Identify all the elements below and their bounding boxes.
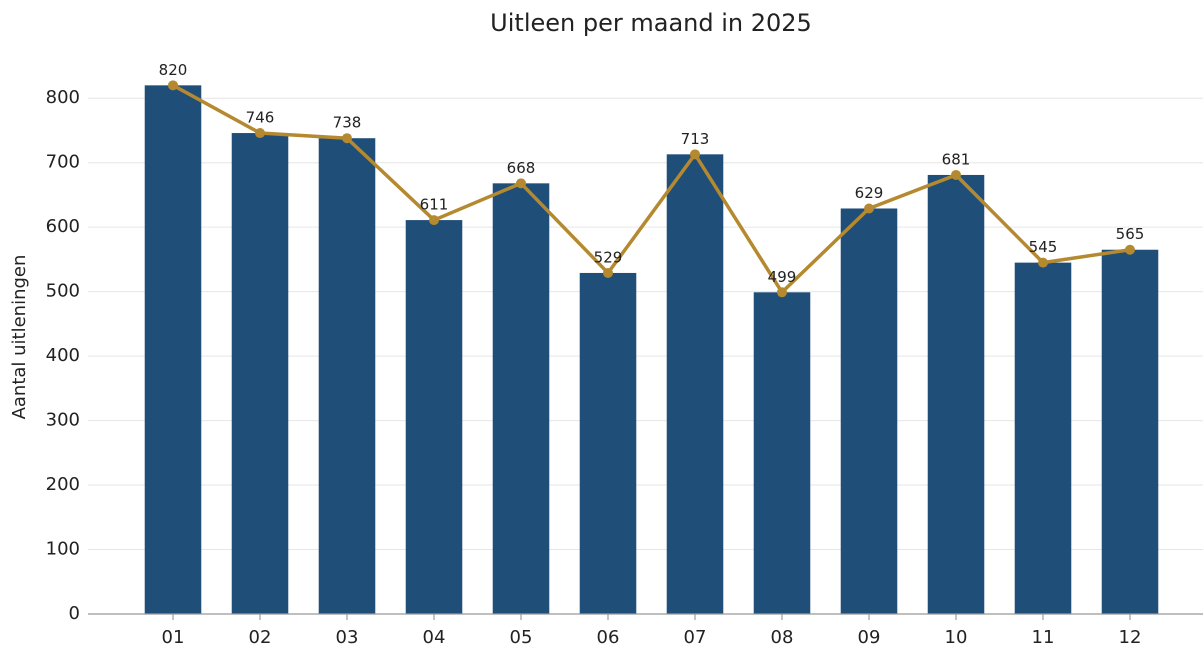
bar <box>405 220 463 614</box>
bar <box>666 154 724 614</box>
trend-point <box>690 149 700 160</box>
trend-line <box>172 83 1131 296</box>
data-label: 820 <box>159 61 188 79</box>
bar <box>927 174 985 614</box>
bar <box>231 133 289 614</box>
bar <box>144 85 202 614</box>
data-label: 565 <box>1116 225 1145 243</box>
x-tick-label: 12 <box>1119 627 1142 648</box>
trend-point <box>429 215 439 226</box>
trend-point <box>342 133 352 144</box>
trend-point <box>168 80 178 91</box>
trend-point <box>951 169 961 180</box>
x-tick-label: 10 <box>945 627 968 648</box>
bar <box>1014 262 1072 614</box>
trend-point <box>777 287 787 298</box>
chart-title: Uitleen per maand in 2025 <box>490 9 812 37</box>
trend-point <box>255 128 265 139</box>
data-label: 713 <box>681 130 710 148</box>
bar <box>318 138 376 614</box>
x-tick-label: 02 <box>249 627 272 648</box>
y-tick-label: 200 <box>46 474 80 495</box>
data-label: 738 <box>333 114 362 132</box>
x-tick-label: 07 <box>684 627 707 648</box>
y-tick-label: 100 <box>46 539 80 560</box>
bar <box>579 272 637 614</box>
bar <box>753 292 811 614</box>
data-label: 681 <box>942 150 971 168</box>
bar <box>492 183 550 614</box>
y-tick-label: 0 <box>69 603 80 624</box>
bar <box>1101 249 1159 614</box>
data-label: 668 <box>507 159 536 177</box>
data-label: 611 <box>420 196 449 214</box>
data-label: 746 <box>246 109 275 127</box>
x-tick-label: 11 <box>1032 627 1055 648</box>
y-tick-label: 600 <box>46 216 80 237</box>
data-label: 629 <box>855 184 884 202</box>
x-tick-label: 05 <box>510 627 533 648</box>
data-label: 545 <box>1029 238 1058 256</box>
x-tick-label: 03 <box>336 627 359 648</box>
trend-point <box>516 178 526 189</box>
bar <box>840 208 898 615</box>
x-tick-label: 04 <box>423 627 446 648</box>
trend-point <box>1125 244 1135 255</box>
y-tick-label: 400 <box>46 345 80 366</box>
trend-point <box>603 267 613 278</box>
x-tick-label: 01 <box>162 627 185 648</box>
y-tick-label: 300 <box>46 410 80 431</box>
data-label: 499 <box>768 268 797 286</box>
data-label: 529 <box>594 248 623 266</box>
y-tick-label: 500 <box>46 281 80 302</box>
y-axis-label: Aantal uitleningen <box>9 255 30 420</box>
trend-point <box>1038 257 1048 268</box>
x-tick-label: 06 <box>597 627 620 648</box>
y-tick-label: 800 <box>46 87 80 108</box>
x-tick-label: 08 <box>771 627 794 648</box>
trend-point <box>864 203 874 214</box>
x-tick-label: 09 <box>858 627 881 648</box>
y-tick-label: 700 <box>46 152 80 173</box>
